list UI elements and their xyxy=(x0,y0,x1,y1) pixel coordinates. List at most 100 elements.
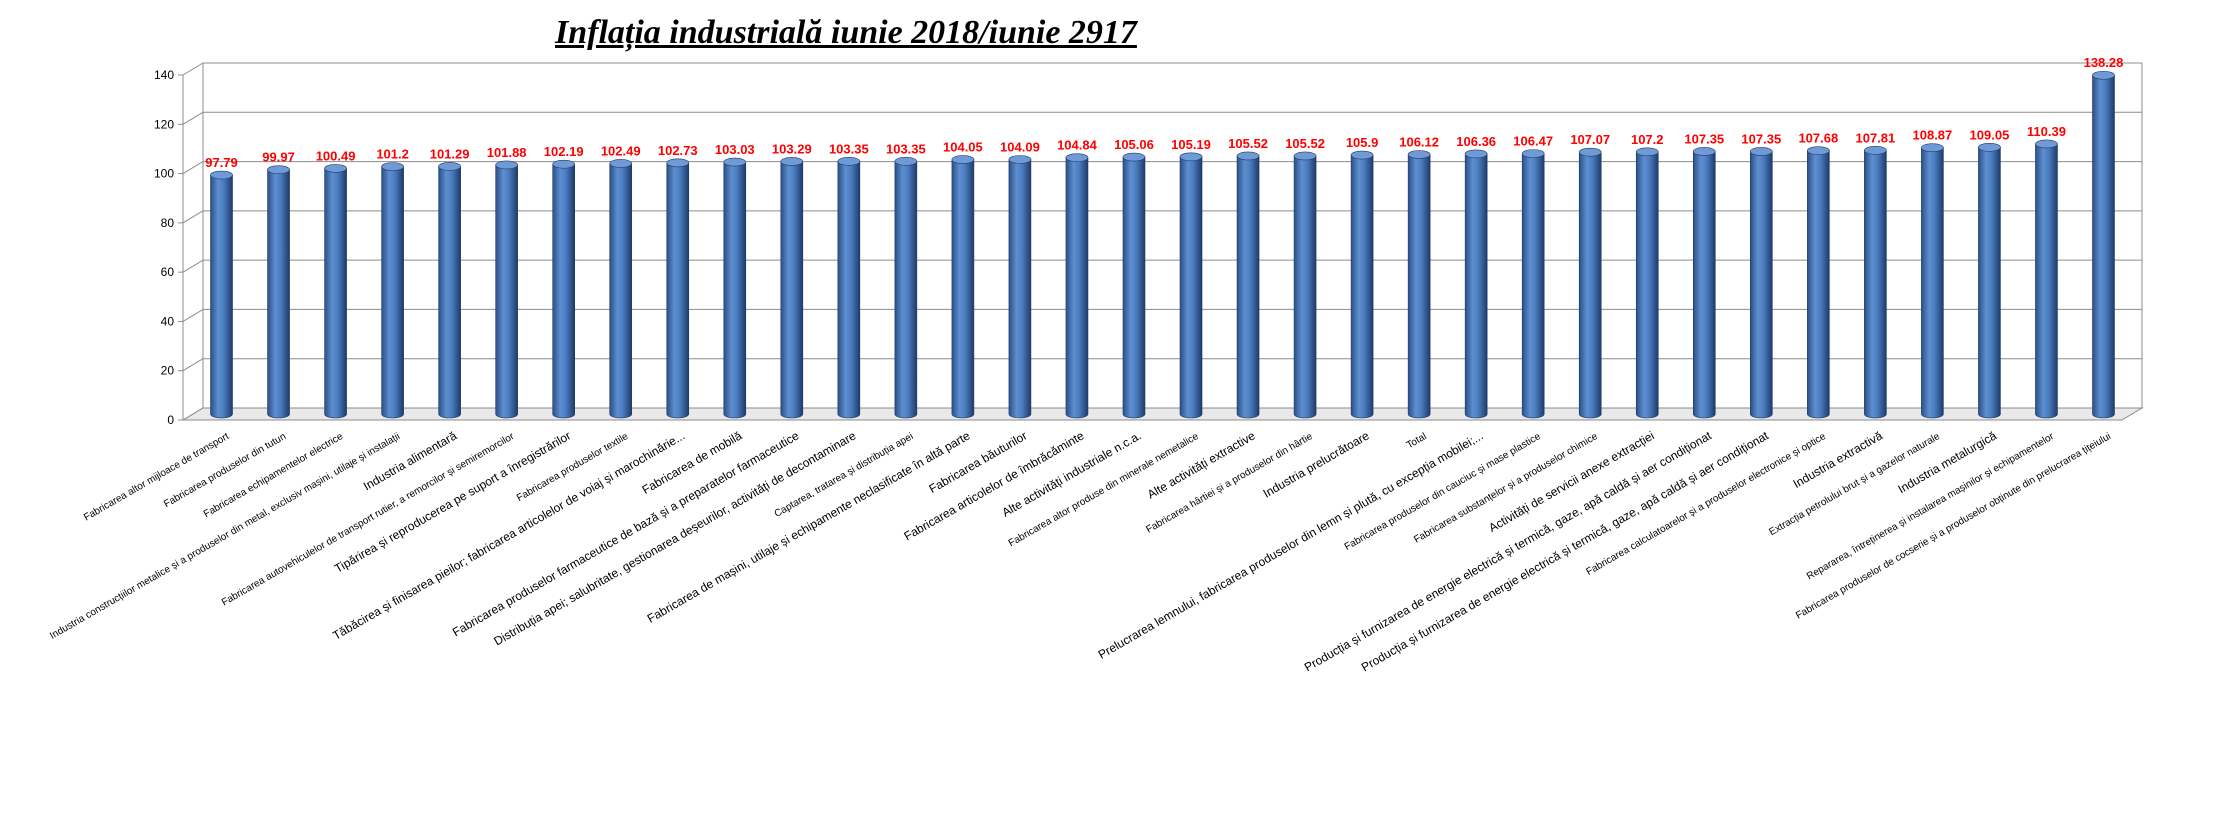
y-tick-label: 120 xyxy=(154,117,174,131)
x-tick-label: Total xyxy=(1405,431,1429,451)
data-label: 105.52 xyxy=(1285,136,1325,151)
gridline-side xyxy=(182,308,204,322)
data-label: 107.68 xyxy=(1798,131,1838,146)
bar xyxy=(1008,155,1032,419)
bars-group xyxy=(210,70,2115,419)
data-label: 102.73 xyxy=(658,143,698,158)
data-label: 99.97 xyxy=(262,150,295,165)
data-label: 107.2 xyxy=(1631,132,1664,147)
chart-title: Inflația industrială iunie 2018/iunie 29… xyxy=(555,14,1137,51)
y-axis: 0 20 40 60 80 100 120 140 xyxy=(154,68,184,427)
data-label: 100.49 xyxy=(316,148,356,163)
data-label: 103.03 xyxy=(715,142,755,157)
bar xyxy=(1692,147,1716,419)
data-label: 105.19 xyxy=(1171,137,1211,152)
data-label: 101.88 xyxy=(487,145,527,160)
data-label: 109.05 xyxy=(1970,127,2010,142)
bar xyxy=(1750,147,1773,419)
y-tick-label: 80 xyxy=(161,216,175,230)
bar xyxy=(951,155,975,419)
bar xyxy=(1179,152,1203,419)
bar xyxy=(1978,142,2001,419)
bar xyxy=(1807,146,1830,419)
bar xyxy=(267,165,290,419)
bar xyxy=(894,157,918,419)
bar xyxy=(1464,149,1488,419)
x-tick-label: Fabricarea băuturilor xyxy=(927,428,1030,495)
y-tick-label: 140 xyxy=(154,68,174,82)
x-axis-labels: Fabricarea altor mijloace de transportFa… xyxy=(48,428,2113,674)
y-tick-label: 40 xyxy=(161,314,175,328)
bar xyxy=(723,157,747,419)
data-labels-group: 97.79 99.97 100.49 101.2 101.29 101.88 102.19 1… xyxy=(205,55,2123,170)
bar xyxy=(2092,70,2115,419)
bar xyxy=(381,162,404,419)
data-label: 105.9 xyxy=(1346,135,1379,150)
data-label: 103.35 xyxy=(886,141,926,156)
bar xyxy=(1350,150,1374,419)
gridline-side xyxy=(182,259,204,273)
bar xyxy=(2035,139,2058,419)
data-label: 104.84 xyxy=(1057,138,1098,153)
x-tick-label: Industria prelucrătoare xyxy=(1261,428,1372,500)
data-label: 101.29 xyxy=(430,146,470,161)
x-tick-label: Distribuția apei; salubritate, gestionar… xyxy=(491,428,858,648)
bar xyxy=(1921,143,1944,419)
y-tick-label: 60 xyxy=(161,265,175,279)
bar xyxy=(1293,151,1317,419)
data-label: 110.39 xyxy=(2027,124,2066,139)
data-label: 106.12 xyxy=(1399,134,1439,149)
x-tick-label: Industria extractivă xyxy=(1791,428,1886,491)
data-label: 107.81 xyxy=(1855,130,1895,145)
bar xyxy=(552,159,575,419)
bar xyxy=(1578,147,1602,419)
bar xyxy=(1065,153,1089,419)
data-label: 101.2 xyxy=(376,147,409,162)
bar xyxy=(837,157,861,419)
y-tick-label: 100 xyxy=(154,167,174,181)
gridline-side xyxy=(182,161,204,175)
data-label: 102.19 xyxy=(544,144,584,159)
bar xyxy=(1236,151,1260,419)
y-tick-label: 0 xyxy=(167,413,174,427)
bar xyxy=(1521,149,1545,419)
bar xyxy=(210,170,233,419)
x-tick-label: Producția și furnizarea de energie elect… xyxy=(1302,428,1715,674)
data-label: 102.49 xyxy=(601,143,641,158)
data-label: 106.36 xyxy=(1456,134,1496,149)
x-tick-label: Industria metalurgică xyxy=(1895,428,1999,496)
data-label: 138.28 xyxy=(2084,55,2124,70)
data-label: 104.05 xyxy=(943,140,983,155)
data-label: 106.47 xyxy=(1513,134,1553,149)
gridline-side xyxy=(182,358,204,372)
bar xyxy=(666,158,690,419)
x-tick-label: Alte activități extractive xyxy=(1145,428,1258,501)
data-label: 108.87 xyxy=(1913,128,1953,143)
bar xyxy=(780,157,804,419)
bar xyxy=(324,164,347,419)
bar xyxy=(495,160,518,419)
bar xyxy=(1122,152,1146,419)
data-label: 97.79 xyxy=(205,155,238,170)
bar xyxy=(1407,150,1431,419)
gridline-side xyxy=(182,62,204,76)
data-label: 105.06 xyxy=(1114,137,1154,152)
x-tick-label: Industria alimentară xyxy=(361,428,460,493)
data-label: 107.07 xyxy=(1570,132,1610,147)
data-label: 103.35 xyxy=(829,141,869,156)
gridline-side xyxy=(182,111,204,125)
data-label: 103.29 xyxy=(772,141,812,156)
gridline-side xyxy=(182,407,204,421)
plot-floor xyxy=(181,407,2144,421)
bar xyxy=(1864,146,1887,419)
data-label: 104.09 xyxy=(1000,139,1040,154)
data-label: 105.52 xyxy=(1228,136,1268,151)
plot-area xyxy=(181,62,2144,421)
bar xyxy=(609,159,633,419)
y-tick-label: 20 xyxy=(161,364,175,378)
bar xyxy=(438,162,461,419)
gridline-side xyxy=(182,210,204,224)
bar xyxy=(1635,147,1659,419)
data-label: 107.35 xyxy=(1741,131,1781,146)
